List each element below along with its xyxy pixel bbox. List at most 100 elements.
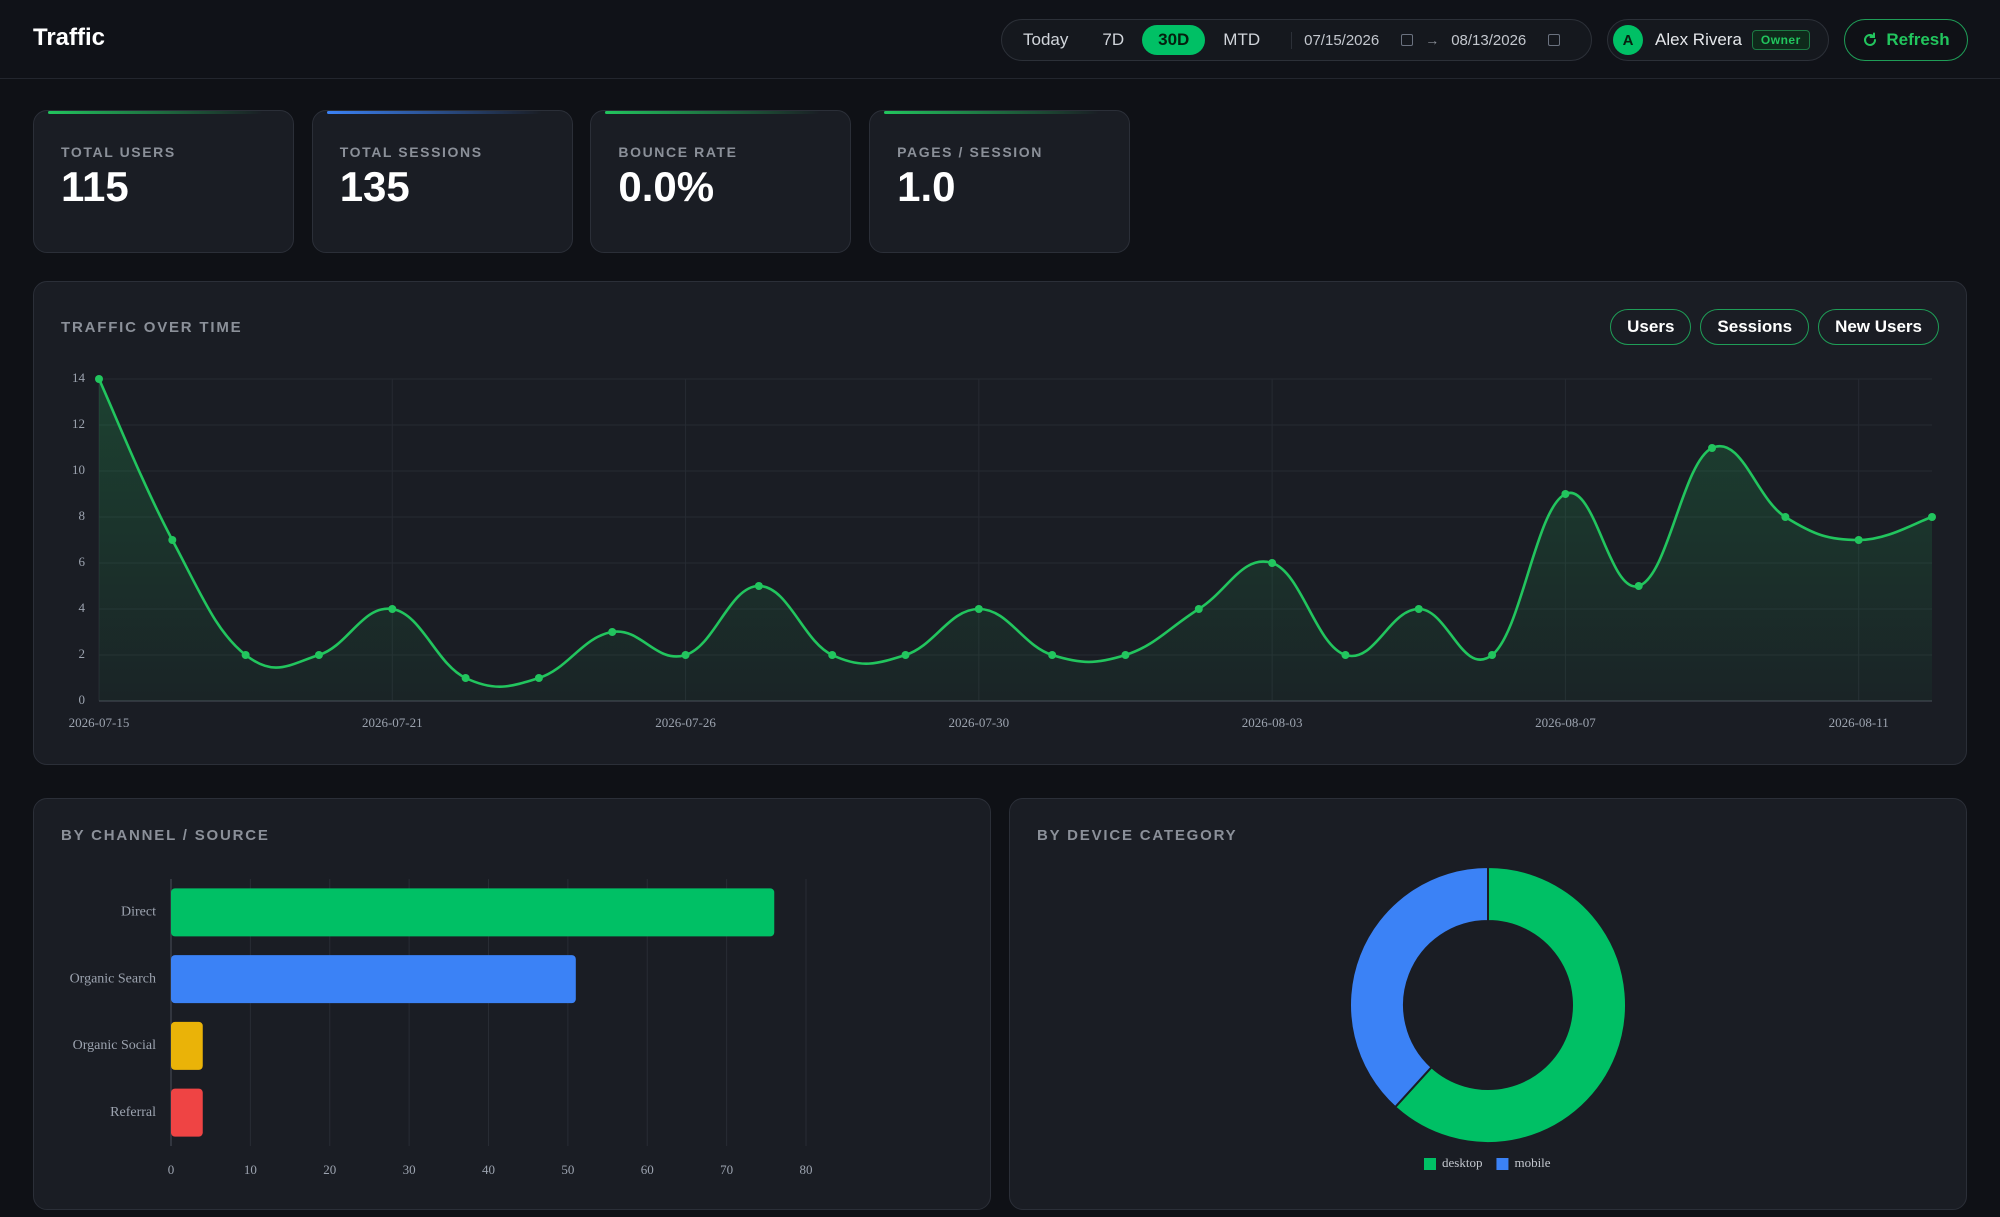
- point: [1708, 444, 1717, 452]
- x-tick-label: 2026-08-03: [1242, 715, 1303, 730]
- point: [901, 651, 910, 659]
- point: [1048, 651, 1057, 659]
- donut-chart: desktop mobile: [1349, 865, 1627, 1170]
- kpi-label: BOUNCE RATE: [618, 144, 738, 160]
- range-picker: Today 7D 30D MTD 07/15/2026 → 08/13/2026: [1001, 19, 1592, 61]
- point: [1634, 582, 1643, 590]
- series-toggle[interactable]: New Users: [1818, 309, 1939, 345]
- legend-swatch: [1496, 1158, 1509, 1170]
- range-button[interactable]: 30D: [1142, 25, 1206, 55]
- series-toggle[interactable]: Users: [1610, 309, 1692, 345]
- bar: [171, 955, 576, 1004]
- x-tick-label: 70: [720, 1162, 733, 1177]
- y-tick-label: 0: [79, 692, 86, 707]
- channel-panel: BY CHANNEL / SOURCE 0 10 20 30 40 50 60 70 80 Dir…: [33, 798, 991, 1210]
- point: [241, 651, 250, 659]
- x-tick-label: 30: [403, 1162, 416, 1177]
- x-tick-label: 40: [482, 1162, 495, 1177]
- kpi-card: TOTAL SESSIONS 135: [311, 110, 573, 253]
- y-tick-label: Direct: [121, 905, 156, 920]
- kpi-label: TOTAL SESSIONS: [339, 144, 483, 160]
- x-tick-label: 2026-07-15: [69, 715, 130, 730]
- point: [1268, 559, 1277, 567]
- series-toggle[interactable]: Sessions: [1700, 309, 1810, 345]
- kpi-label: PAGES / SESSION: [897, 144, 1043, 160]
- point: [1488, 651, 1497, 659]
- kpi-accent: [326, 111, 542, 114]
- device-panel: BY DEVICE CATEGORY desktop mobile: [1009, 798, 1967, 1210]
- legend-label: desktop: [1442, 1155, 1482, 1170]
- page-title: Traffic: [33, 24, 106, 51]
- panel-title: BY CHANNEL / SOURCE: [61, 827, 270, 844]
- point: [1781, 513, 1790, 521]
- header: Traffic Today 7D 30D MTD 07/15/2026 → 08/13/2…: [0, 0, 2000, 79]
- point: [1561, 490, 1570, 498]
- x-tick-label: 20: [323, 1162, 336, 1177]
- line-chart: 0 2 4 6 8 10 12 14 2026-07-15 2026-07-21 2026-07-2…: [69, 370, 1936, 730]
- panel-title: TRAFFIC OVER TIME: [61, 319, 243, 336]
- arrow: →: [1425, 32, 1440, 48]
- point: [1928, 513, 1936, 521]
- calendar-icon: [1548, 34, 1561, 46]
- range-button[interactable]: 7D: [1102, 30, 1125, 49]
- legend-swatch: [1424, 1158, 1436, 1170]
- kpi-accent: [48, 111, 263, 114]
- x-tick-label: 2026-07-26: [655, 715, 716, 730]
- kpi-accent: [884, 111, 1100, 114]
- bar-chart: 0 10 20 30 40 50 60 70 80 Direct Organic Search Org…: [70, 879, 813, 1177]
- role-badge: Owner: [1751, 30, 1810, 50]
- point: [95, 375, 103, 383]
- y-tick-label: 4: [79, 600, 86, 615]
- date-to-text: 08/13/2026: [1451, 31, 1527, 49]
- series-toggles: Users Sessions New Users: [1601, 309, 1939, 345]
- date-to[interactable]: 08/13/2026: [1451, 31, 1561, 49]
- y-tick-label: 10: [72, 462, 85, 477]
- x-tick-label: 80: [800, 1162, 813, 1177]
- kpi-value: 0.0%: [618, 163, 715, 210]
- kpi-value: 135: [339, 163, 410, 210]
- y-tick-label: Organic Search: [70, 971, 156, 986]
- kpi-card: BOUNCE RATE 0.0%: [590, 110, 852, 253]
- x-tick-label: 0: [168, 1162, 175, 1177]
- user-name: Alex Rivera: [1655, 30, 1742, 49]
- x-tick-label: 10: [244, 1162, 257, 1177]
- point: [1414, 605, 1423, 613]
- date-from[interactable]: 07/15/2026 →: [1291, 31, 1440, 49]
- point: [754, 582, 763, 590]
- kpi-card: TOTAL USERS 115: [33, 110, 294, 253]
- traffic-panel: TRAFFIC OVER TIME Users Sessions New Users…: [33, 281, 1967, 765]
- bar: [171, 1088, 203, 1137]
- point: [1121, 651, 1130, 659]
- refresh-button[interactable]: Refresh: [1844, 19, 1968, 61]
- range-button[interactable]: Today: [1023, 30, 1069, 49]
- kpi-accent: [605, 111, 821, 114]
- y-tick-label: 8: [79, 508, 86, 523]
- date-from-text: 07/15/2026: [1304, 31, 1380, 49]
- point: [1341, 651, 1350, 659]
- kpi-value: 1.0: [897, 163, 956, 210]
- point: [534, 674, 543, 682]
- x-tick-label: 60: [641, 1162, 654, 1177]
- y-tick-label: 6: [79, 554, 86, 569]
- point: [314, 651, 323, 659]
- point: [168, 536, 177, 544]
- x-tick-label: 50: [561, 1162, 574, 1177]
- slice: [1393, 865, 1627, 1144]
- user-menu[interactable]: A Alex Rivera Owner: [1607, 19, 1829, 61]
- point: [388, 605, 397, 613]
- refresh-label: Refresh: [1886, 30, 1950, 49]
- bar: [171, 1021, 203, 1070]
- kpi-card: PAGES / SESSION 1.0: [869, 110, 1131, 253]
- range-button[interactable]: MTD: [1223, 30, 1261, 49]
- y-tick-label: Referral: [110, 1105, 156, 1120]
- calendar-icon: [1401, 34, 1414, 46]
- y-tick-label: Organic Social: [73, 1038, 156, 1053]
- slice: [1349, 865, 1489, 1109]
- point: [974, 605, 983, 613]
- x-tick-label: 2026-07-30: [949, 715, 1010, 730]
- x-tick-label: 2026-07-21: [362, 715, 423, 730]
- point: [1194, 605, 1203, 613]
- y-tick-label: 14: [72, 370, 86, 385]
- area: [99, 379, 1932, 701]
